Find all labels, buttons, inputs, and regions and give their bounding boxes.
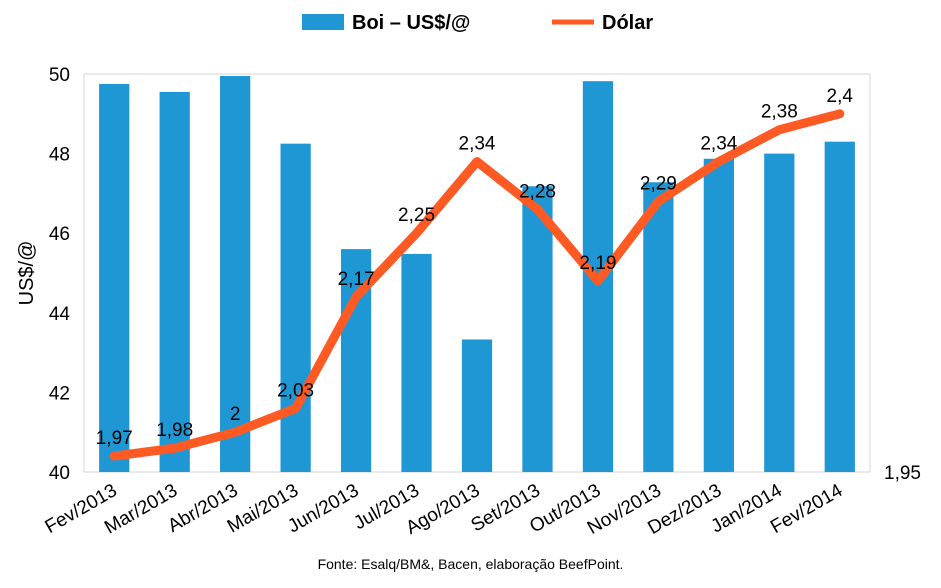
bar-boi: [643, 182, 674, 473]
bar-boi: [703, 158, 734, 473]
boi-bars: [99, 75, 855, 473]
source-note: Fonte: Esalq/BM&, Bacen, elaboração Beef…: [317, 556, 624, 572]
dolar-data-labels: 1,97 1,98 2 2,03 2,17 2,25 2,34 2,28 2,19 2,29 2,3…: [96, 86, 854, 449]
bar-boi: [824, 141, 855, 472]
y-tick-label: 48: [49, 145, 70, 166]
legend-label-dolar: Dólar: [602, 12, 653, 34]
dolar-data-label: 2: [230, 404, 241, 425]
y-tick-label: 50: [49, 65, 70, 86]
dolar-data-label: 2,4: [827, 86, 854, 107]
legend-label-boi: Boi – US$/@: [352, 12, 470, 34]
bar-boi: [220, 75, 251, 473]
y-tick-label: 44: [49, 304, 71, 325]
y-axis-label: US$/@: [16, 241, 38, 306]
dolar-line-series: [109, 109, 845, 461]
dolar-data-label: 2,34: [459, 134, 496, 155]
dolar-data-label: 2,03: [277, 380, 314, 401]
bar-boi: [764, 153, 795, 472]
dolar-data-label: 2,29: [640, 173, 677, 194]
dolar-data-label: 1,98: [156, 420, 193, 441]
x-axis-ticks: Fev/2013Mar/2013Abr/2013Mai/2013Jun/2013…: [42, 480, 847, 539]
dolar-data-label: 2,28: [519, 181, 556, 202]
y2-tick-label: 1,95: [884, 463, 921, 484]
bar-boi: [159, 91, 190, 472]
y2-axis-ticks: 1,95: [884, 463, 921, 484]
dolar-data-label: 2,25: [398, 205, 435, 226]
y-tick-label: 46: [49, 224, 70, 245]
dolar-data-label: 1,97: [96, 428, 133, 449]
dolar-data-label: 2,17: [338, 269, 375, 290]
legend-swatch-boi: [302, 14, 344, 30]
dolar-data-label: 2,34: [700, 134, 737, 155]
legend: Boi – US$/@ Dólar: [302, 12, 653, 34]
dolar-data-label: 2,19: [579, 253, 616, 274]
dolar-data-label: 2,38: [761, 102, 798, 123]
y-tick-label: 42: [49, 383, 70, 404]
bar-boi: [280, 143, 311, 472]
bar-boi: [522, 186, 553, 472]
bar-boi: [401, 253, 432, 472]
bar-boi: [461, 339, 493, 472]
bar-boi: [99, 83, 130, 472]
y-axis-ticks: 40 42 44 46 48 50: [49, 65, 71, 484]
y-tick-label: 40: [49, 463, 70, 484]
